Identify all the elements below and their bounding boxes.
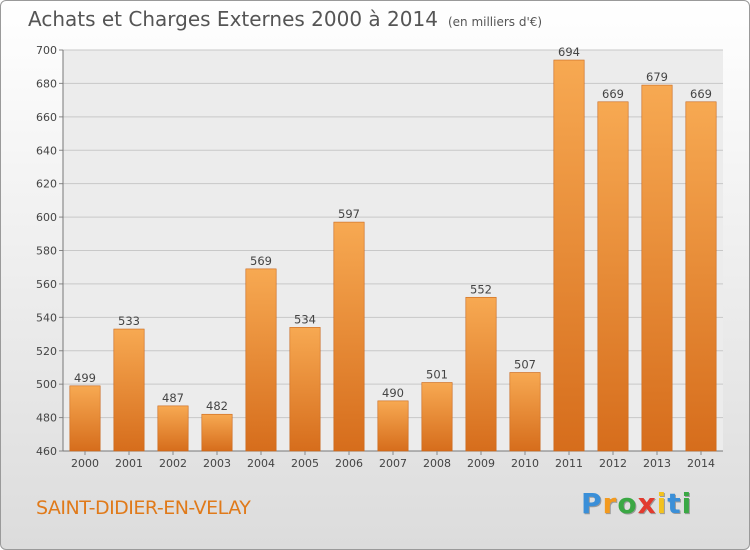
bar xyxy=(377,400,409,452)
bar xyxy=(465,296,497,452)
data-label: 533 xyxy=(118,314,140,328)
x-tick-label: 2012 xyxy=(599,457,627,470)
x-tick-label: 2005 xyxy=(291,457,319,470)
data-label: 534 xyxy=(294,312,316,326)
bar xyxy=(597,101,629,452)
bar xyxy=(641,84,673,452)
data-label: 552 xyxy=(470,282,492,296)
bar xyxy=(157,405,189,452)
data-label: 487 xyxy=(162,391,184,405)
x-tick-label: 2013 xyxy=(643,457,671,470)
city-name: SAINT-DIDIER-EN-VELAY xyxy=(36,497,251,519)
data-label: 669 xyxy=(602,87,624,101)
x-tick-label: 2000 xyxy=(71,457,99,470)
bar xyxy=(553,59,585,452)
y-tick-label: 540 xyxy=(36,311,57,324)
y-tick-label: 560 xyxy=(36,278,57,291)
x-tick-label: 2008 xyxy=(423,457,451,470)
bar xyxy=(113,328,145,452)
bar xyxy=(421,382,453,452)
x-tick-label: 2011 xyxy=(555,457,583,470)
y-tick-label: 460 xyxy=(36,445,57,458)
x-tick-label: 2001 xyxy=(115,457,143,470)
x-tick-label: 2002 xyxy=(159,457,187,470)
y-tick-label: 480 xyxy=(36,412,57,425)
data-label: 490 xyxy=(382,386,404,400)
chart-title-text: Achats et Charges Externes 2000 à 2014 xyxy=(28,7,438,31)
y-tick-label: 660 xyxy=(36,111,57,124)
data-label: 507 xyxy=(514,357,536,371)
y-tick-label: 620 xyxy=(36,178,57,191)
y-tick-label: 640 xyxy=(36,144,57,157)
bar xyxy=(69,385,101,452)
x-tick-label: 2010 xyxy=(511,457,539,470)
chart-title: Achats et Charges Externes 2000 à 2014 (e… xyxy=(28,7,542,31)
data-label: 669 xyxy=(690,87,712,101)
bar xyxy=(289,327,321,452)
x-tick-label: 2004 xyxy=(247,457,275,470)
x-tick-label: 2006 xyxy=(335,457,363,470)
data-label: 482 xyxy=(206,399,228,413)
y-tick-label: 580 xyxy=(36,245,57,258)
data-label: 501 xyxy=(426,367,448,381)
bar xyxy=(333,221,365,452)
x-tick-label: 2003 xyxy=(203,457,231,470)
data-label: 569 xyxy=(250,254,272,268)
x-tick-label: 2009 xyxy=(467,457,495,470)
data-label: 597 xyxy=(338,207,360,221)
y-tick-label: 700 xyxy=(36,44,57,57)
data-label: 499 xyxy=(74,371,96,385)
y-tick-label: 600 xyxy=(36,211,57,224)
y-tick-label: 520 xyxy=(36,345,57,358)
bar xyxy=(245,268,277,452)
bar xyxy=(201,413,233,452)
proxiti-logo: Proxiti xyxy=(581,487,693,520)
data-label: 679 xyxy=(646,70,668,84)
bar xyxy=(509,372,541,452)
y-tick-label: 500 xyxy=(36,378,57,391)
x-tick-label: 2014 xyxy=(687,457,715,470)
bar xyxy=(685,101,717,452)
x-tick-label: 2007 xyxy=(379,457,407,470)
chart-unit: (en milliers d'€) xyxy=(447,15,543,29)
data-label: 694 xyxy=(558,45,580,59)
y-tick-label: 680 xyxy=(36,77,57,90)
